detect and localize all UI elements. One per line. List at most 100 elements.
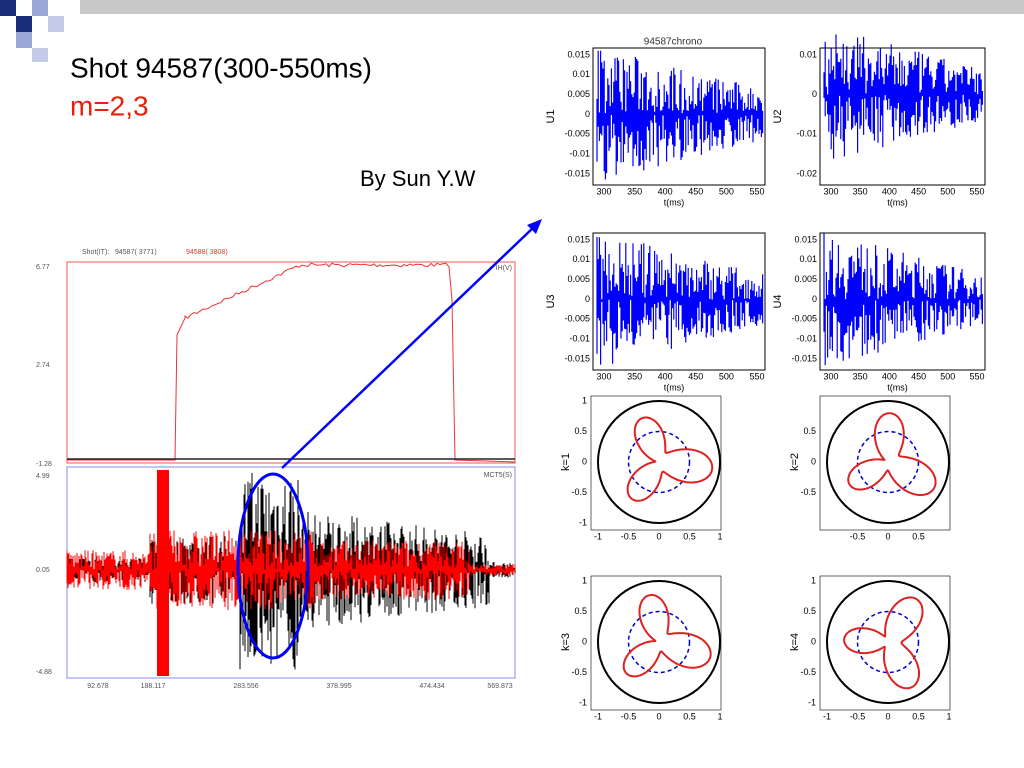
x-tick-label: 300 <box>823 371 838 381</box>
mode-curve <box>626 416 714 502</box>
x-tick-label: 350 <box>853 186 868 196</box>
polar-axes <box>819 395 951 531</box>
y-tick-label: 0 <box>585 109 590 119</box>
x-tick-label: 1 <box>946 711 951 721</box>
x-tick-label: 450 <box>911 371 926 381</box>
unit-circle <box>826 400 950 524</box>
spike <box>157 470 169 676</box>
y-tick-label: -0.01 <box>796 334 817 344</box>
y-tick-label: -0.005 <box>564 314 590 324</box>
waveform <box>823 34 983 159</box>
y-tick-label: 0.01 <box>572 69 590 79</box>
y-tick-label: 0.015 <box>794 234 817 244</box>
chrono-title: 94587chrono <box>644 37 703 48</box>
y-axis-label: U1 <box>545 109 557 123</box>
y-tick-label: -0.005 <box>564 129 590 139</box>
x-tick-label: 0 <box>885 711 890 721</box>
y-tick-label: 0.5 <box>574 426 587 436</box>
x-tick-label: 283.556 <box>233 683 258 690</box>
y-tick-label: -0.015 <box>791 353 817 363</box>
x-tick-label: 500 <box>719 371 734 381</box>
x-tick-label: -0.5 <box>621 711 637 721</box>
x-tick-label: 1 <box>717 531 722 541</box>
x-tick-label: 550 <box>969 186 984 196</box>
y-tick-label: 0.005 <box>567 89 590 99</box>
y-tick-label: -0.02 <box>796 168 817 178</box>
x-tick-label: 300 <box>596 371 611 381</box>
y-tick-label: 6.77 <box>36 264 50 271</box>
y-tick-label: 0 <box>812 294 817 304</box>
y-tick-label: -1 <box>808 697 816 707</box>
y-tick-label: 0 <box>582 636 587 646</box>
figure-background <box>538 34 1024 724</box>
bottom-channel: MCT5(S) <box>484 472 512 479</box>
shot-label: Shot(IT): <box>82 249 109 256</box>
highlight-ellipse <box>236 472 310 660</box>
y-tick-label: 0.01 <box>799 254 817 264</box>
y-tick-label: -0.01 <box>569 334 590 344</box>
x-tick-label: 300 <box>823 186 838 196</box>
waveform <box>596 237 764 365</box>
x-tick-label: 550 <box>969 371 984 381</box>
x-tick-label: 400 <box>882 371 897 381</box>
y-tick-label: 0.01 <box>799 49 817 59</box>
chrono-axes <box>819 47 986 186</box>
y-tick-label: 4.99 <box>36 473 50 480</box>
reference-circle <box>856 430 920 494</box>
reference-circle <box>627 430 691 494</box>
y-tick-label: -0.5 <box>800 667 816 677</box>
y-axis-label: k=3 <box>560 633 572 651</box>
slide-title: Shot 94587(300-550ms) <box>70 52 372 83</box>
x-tick-label: 550 <box>749 371 764 381</box>
x-tick-label: 450 <box>688 186 703 196</box>
y-tick-label: 0.005 <box>794 274 817 284</box>
x-tick-label: -0.5 <box>621 531 637 541</box>
x-tick-label: 0 <box>656 531 661 541</box>
unit-circle <box>826 580 950 704</box>
y-tick-label: 0 <box>582 456 587 466</box>
y-tick-label: -1 <box>579 697 587 707</box>
deco-square <box>32 48 48 62</box>
y-tick-label: 0.015 <box>567 49 590 59</box>
x-tick-label: -1 <box>823 711 831 721</box>
y-tick-label: 0.5 <box>803 606 816 616</box>
x-tick-label: 378.995 <box>326 683 351 690</box>
x-tick-label: 550 <box>749 186 764 196</box>
x-tick-label: -0.5 <box>850 711 866 721</box>
unit-circle <box>597 400 721 524</box>
polar-axes <box>590 395 722 531</box>
shot-b: 94588( 3808) <box>186 249 228 256</box>
chrono-axes <box>819 232 986 371</box>
x-tick-label: 400 <box>882 186 897 196</box>
deco-square <box>16 16 32 32</box>
y-tick-label: -1.28 <box>36 461 52 468</box>
y-tick-label: 1 <box>811 575 816 585</box>
x-axis-label: t(ms) <box>664 197 685 207</box>
current-trace <box>67 262 516 463</box>
y-tick-label: 0.5 <box>574 606 587 616</box>
y-tick-label: -1 <box>579 517 587 527</box>
y-tick-label: -0.015 <box>564 353 590 363</box>
x-tick-label: 500 <box>940 371 955 381</box>
y-tick-label: 0 <box>812 89 817 99</box>
x-tick-label: 188.117 <box>141 683 166 690</box>
y-tick-label: -0.01 <box>796 129 817 139</box>
y-tick-label: -0.5 <box>800 487 816 497</box>
y-tick-label: 0.01 <box>572 254 590 264</box>
top-panel <box>66 261 516 464</box>
x-tick-label: 0.5 <box>683 711 696 721</box>
waveform <box>596 50 764 180</box>
y-axis-label: U3 <box>545 294 557 308</box>
x-tick-label: 350 <box>853 371 868 381</box>
unit-circle <box>597 580 721 704</box>
x-tick-label: 92.678 <box>87 683 109 690</box>
slide-subtitle: m=2,3 <box>70 90 149 121</box>
y-tick-label: 0 <box>811 636 816 646</box>
x-tick-label: 0.5 <box>912 531 925 541</box>
x-tick-label: 400 <box>658 371 673 381</box>
y-tick-label: 0.05 <box>36 567 50 574</box>
polar-axes <box>590 575 722 711</box>
y-tick-label: 0.5 <box>803 426 816 436</box>
x-tick-label: 569.873 <box>487 683 512 690</box>
